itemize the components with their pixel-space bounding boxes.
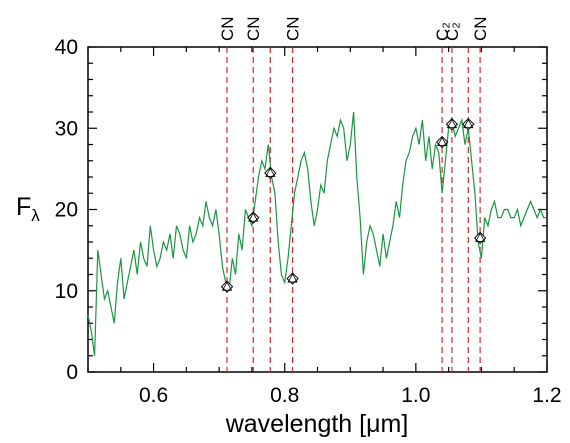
y-axis-title: Fλ: [16, 193, 40, 225]
axis-tick-labels: 0.6 0.8 1.0 1.2 0 10 20 30 40: [55, 36, 562, 407]
feature-triangle-marker: [248, 212, 259, 222]
axis-ticks: [87, 46, 548, 373]
y-axis-title-main: F: [16, 193, 31, 221]
feature-diamond-marker: [473, 231, 487, 245]
feature-diamond-marker: [286, 272, 299, 285]
feature-label: CN: [284, 16, 303, 41]
feature-label: CN: [244, 16, 263, 41]
feature-marker-lines: [226, 47, 481, 372]
x-tick-label: 1.0: [401, 384, 430, 407]
feature-diamond-marker: [435, 135, 449, 149]
feature-label: CN: [218, 16, 237, 41]
feature-triangle-marker: [265, 167, 276, 177]
feature-triangle-marker: [221, 281, 233, 291]
feature-label: C₂: [443, 22, 462, 41]
feature-label: C₂: [433, 22, 452, 41]
x-tick-label: 1.2: [532, 384, 561, 407]
y-tick-label: 20: [55, 199, 78, 222]
x-tick-label: 0.6: [139, 384, 168, 407]
feature-markers: [220, 117, 487, 293]
x-tick-label: 0.8: [270, 384, 299, 407]
x-axis-title: wavelength [μm]: [225, 410, 409, 438]
y-tick-label: 0: [66, 361, 78, 384]
feature-label: CN: [471, 16, 490, 41]
feature-diamond-marker: [462, 117, 475, 131]
feature-triangle-marker: [436, 136, 448, 146]
feature-triangle-marker: [463, 118, 474, 129]
y-axis-title-subscript: λ: [31, 206, 40, 225]
feature-diamond-marker: [220, 280, 234, 293]
feature-triangle-marker: [287, 273, 298, 283]
y-tick-label: 30: [55, 117, 78, 140]
y-tick-label: 10: [55, 280, 78, 303]
spectrum-series-line: [87, 111, 547, 356]
feature-diamond-marker: [264, 166, 277, 180]
y-tick-label: 40: [55, 36, 78, 59]
feature-triangle-marker: [474, 232, 486, 242]
feature-triangle-marker: [446, 118, 458, 129]
feature-diamond-marker: [247, 211, 260, 224]
feature-diamond-marker: [445, 117, 459, 131]
